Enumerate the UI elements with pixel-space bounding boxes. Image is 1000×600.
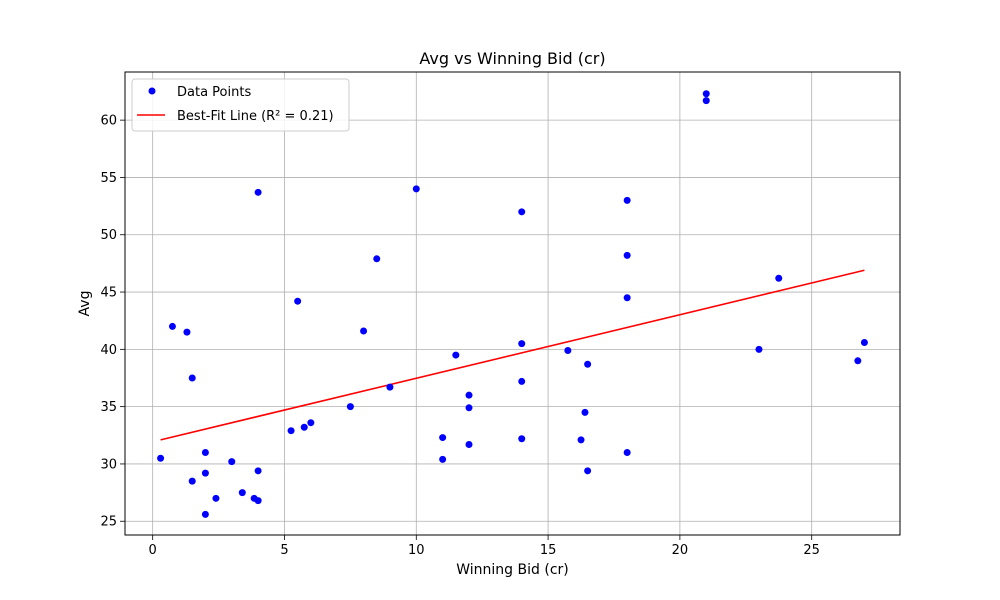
- data-point: [254, 497, 262, 505]
- data-point: [518, 435, 526, 443]
- data-point: [188, 374, 196, 382]
- chart-title: Avg vs Winning Bid (cr): [419, 49, 605, 68]
- legend-marker-data-points: [148, 87, 156, 95]
- data-point: [287, 427, 295, 435]
- data-point: [360, 327, 368, 335]
- legend: Data Points Best-Fit Line (R² = 0.21): [131, 78, 350, 132]
- data-point: [465, 391, 473, 399]
- axis-ticks: 0 5 10 15 20 25 25 30 35 40 45 50 55 60: [100, 114, 820, 558]
- data-point: [294, 297, 302, 305]
- x-tick-label: 20: [672, 543, 689, 558]
- y-tick-label: 35: [100, 400, 117, 415]
- data-point: [581, 408, 589, 416]
- data-point: [518, 208, 526, 216]
- data-point: [201, 448, 209, 456]
- data-point: [439, 434, 447, 442]
- x-tick-label: 10: [408, 543, 425, 558]
- x-tick-label: 0: [149, 543, 157, 558]
- y-tick-label: 30: [100, 457, 117, 472]
- legend-label-best-fit: Best-Fit Line (R² = 0.21): [177, 109, 334, 124]
- data-point: [623, 294, 631, 302]
- y-tick-label: 25: [100, 515, 117, 530]
- data-point: [623, 448, 631, 456]
- data-point: [702, 90, 710, 98]
- data-point: [188, 477, 196, 485]
- data-point: [623, 196, 631, 204]
- data-point: [465, 404, 473, 412]
- data-point: [755, 345, 763, 353]
- data-point: [346, 403, 354, 411]
- x-tick-label: 5: [280, 543, 288, 558]
- plot-frame: [124, 71, 901, 536]
- data-point: [564, 346, 572, 354]
- data-point: [412, 185, 420, 193]
- data-point: [518, 377, 526, 385]
- data-point: [577, 436, 585, 444]
- data-point: [373, 255, 381, 263]
- legend-label-data-points: Data Points: [177, 85, 251, 100]
- data-point: [168, 322, 176, 330]
- data-point: [584, 360, 592, 368]
- data-point: [300, 423, 308, 431]
- best-fit-line: [160, 269, 865, 441]
- y-tick-label: 40: [100, 343, 117, 358]
- data-point: [775, 274, 783, 282]
- data-point: [702, 97, 710, 105]
- data-point: [254, 188, 262, 196]
- data-point: [212, 494, 220, 502]
- data-point: [465, 440, 473, 448]
- y-tick-label: 45: [100, 286, 117, 301]
- data-point: [201, 510, 209, 518]
- legend-box: [131, 78, 350, 132]
- data-point: [254, 467, 262, 475]
- data-point: [228, 458, 236, 466]
- data-point: [518, 340, 526, 348]
- x-tick-label: 25: [803, 543, 820, 558]
- data-point: [183, 328, 191, 336]
- x-axis-title: Winning Bid (cr): [456, 562, 568, 578]
- data-point: [157, 454, 165, 462]
- data-point: [201, 469, 209, 477]
- data-points-layer: [157, 90, 868, 518]
- data-point: [854, 357, 862, 365]
- data-point: [307, 419, 315, 427]
- y-axis-title: Avg: [77, 291, 93, 317]
- x-tick-label: 15: [540, 543, 557, 558]
- y-tick-label: 50: [100, 228, 117, 243]
- data-point: [238, 489, 246, 497]
- y-tick-label: 60: [100, 114, 117, 129]
- data-point: [623, 251, 631, 259]
- data-point: [439, 455, 447, 463]
- best-fit-layer: [160, 269, 865, 441]
- data-point: [386, 383, 394, 391]
- data-point: [860, 338, 868, 346]
- data-point: [452, 351, 460, 359]
- data-point: [584, 467, 592, 475]
- y-tick-label: 55: [100, 171, 117, 186]
